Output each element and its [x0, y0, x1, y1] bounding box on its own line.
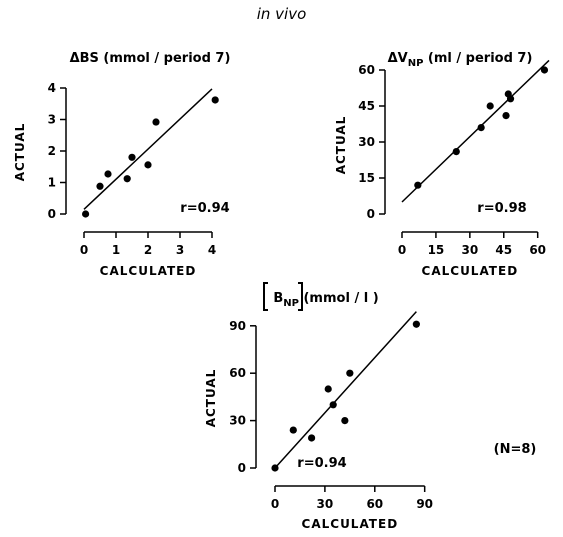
panel-vnp-regression-line	[401, 59, 550, 203]
panel-bnp-title: BNP (mmol / l )	[273, 291, 378, 309]
panel-bnp-y-label: ACTUAL	[204, 369, 218, 428]
panel-vnp-y-tick-label: 0	[367, 207, 375, 221]
panel-vnp-y-tick-label: 30	[358, 135, 375, 149]
panel-vnp-data-point	[477, 124, 485, 132]
panel-vnp-x-label: CALCULATED	[422, 264, 519, 278]
panel-bnp-regression-line	[274, 311, 417, 469]
panel-bs-x-tick-label: 1	[112, 243, 120, 257]
panel-vnp-data-point	[506, 95, 515, 103]
panel-bnp-data-point	[307, 434, 316, 442]
panel-bnp-y-tick-label: 30	[229, 414, 246, 428]
panel-vnp: ΔVNP (ml / period 7) 0 15 30 45 60 0 15 30 45 60 C…	[334, 51, 550, 278]
panel-bs-y-label: ACTUAL	[13, 123, 27, 182]
panel-bnp-y-tick-label: 90	[229, 319, 246, 333]
panel-bs-data-point	[104, 170, 112, 178]
panel-bs-x-tick-label: 0	[80, 243, 88, 257]
panel-bnp-r-value: r=0.94	[297, 456, 346, 471]
panel-vnp-y-tick-label: 60	[358, 63, 375, 77]
panel-bnp-data-point	[324, 385, 332, 393]
panel-bnp-bracket-right	[298, 282, 303, 311]
panel-bs-data-point	[82, 210, 90, 218]
panel-bs: ΔBS (mmol / period 7) 0 1 2 3 4 0 1 2 3 4 CALCULAT…	[13, 51, 230, 278]
panel-vnp-title: ΔVNP (ml / period 7)	[388, 51, 533, 69]
panel-bnp-x-tick-label: 0	[271, 497, 279, 511]
panel-vnp-data-point	[502, 112, 510, 120]
panel-bs-data-point	[144, 161, 152, 169]
panel-vnp-x-tick-label: 30	[461, 243, 478, 257]
panel-bs-data-point	[152, 118, 160, 126]
panel-vnp-y-tick-label: 45	[358, 99, 375, 113]
panel-bs-x-tick-label: 3	[176, 243, 184, 257]
panel-vnp-r-value: r=0.98	[477, 201, 526, 216]
panel-vnp-title-prefix: ΔV	[388, 51, 408, 66]
panel-vnp-x-tick-label: 45	[495, 243, 512, 257]
panel-bs-data-point	[96, 182, 104, 190]
panel-vnp-data-point	[414, 181, 422, 189]
panel-bs-data-point	[128, 153, 136, 161]
panel-bs-r-value: r=0.94	[180, 201, 229, 216]
panel-bnp: BNP (mmol / l ) 0 30 60 90 0 30 60 90 CALCULATED…	[204, 282, 433, 531]
panel-bnp-data-point	[346, 369, 354, 377]
panel-bnp-x-tick-label: 30	[317, 497, 334, 511]
panel-vnp-data-point	[486, 102, 494, 110]
panel-bnp-data-point	[271, 464, 279, 472]
panel-bnp-title-suffix: (mmol / l )	[299, 291, 379, 306]
panel-bs-y-tick-label: 2	[48, 144, 56, 158]
panel-bs-y-tick-label: 4	[48, 81, 56, 95]
panel-bs-x-tick-label: 2	[144, 243, 152, 257]
panel-bnp-data-point	[341, 417, 349, 425]
panel-vnp-x-tick-label: 15	[428, 243, 445, 257]
panel-bs-x-tick-label: 4	[208, 243, 216, 257]
panel-bs-data-point	[123, 175, 131, 183]
panel-bnp-y-tick-label: 0	[238, 461, 246, 475]
panel-bnp-y-tick-label: 60	[229, 366, 246, 380]
panel-bs-title: ΔBS (mmol / period 7)	[70, 51, 231, 66]
panel-vnp-title-suffix: (ml / period 7)	[423, 51, 532, 66]
panel-vnp-data-point	[540, 66, 549, 74]
panel-bs-data-point	[211, 96, 219, 104]
panel-bnp-data-point	[412, 320, 420, 328]
panel-bnp-x-tick-label: 60	[366, 497, 383, 511]
panel-bnp-bracket-left	[263, 282, 268, 311]
panel-vnp-x-tick-label: 0	[398, 243, 406, 257]
panel-bs-x-label: CALCULATED	[100, 264, 197, 278]
panel-bnp-data-point	[329, 401, 337, 409]
panel-bnp-data-point	[289, 426, 297, 434]
panel-bnp-x-tick-label: 90	[416, 497, 433, 511]
panel-bs-y-tick-label: 3	[48, 113, 56, 127]
panel-vnp-y-tick-label: 15	[358, 171, 375, 185]
panel-bs-regression-line	[83, 88, 213, 210]
panel-bnp-title-subscript: NP	[283, 298, 299, 309]
panel-vnp-data-point	[452, 148, 460, 156]
panel-bnp-title-prefix: B	[273, 291, 283, 306]
panel-bnp-x-label: CALCULATED	[302, 517, 399, 531]
panel-vnp-y-label: ACTUAL	[334, 116, 348, 175]
n-label: (N=8)	[494, 442, 537, 457]
panel-bs-y-tick-label: 1	[48, 176, 56, 190]
panel-vnp-title-subscript: NP	[408, 58, 424, 69]
panel-vnp-x-tick-label: 60	[529, 243, 546, 257]
panel-bs-y-tick-label: 0	[48, 207, 56, 221]
figure-header: in vivo	[256, 5, 307, 23]
